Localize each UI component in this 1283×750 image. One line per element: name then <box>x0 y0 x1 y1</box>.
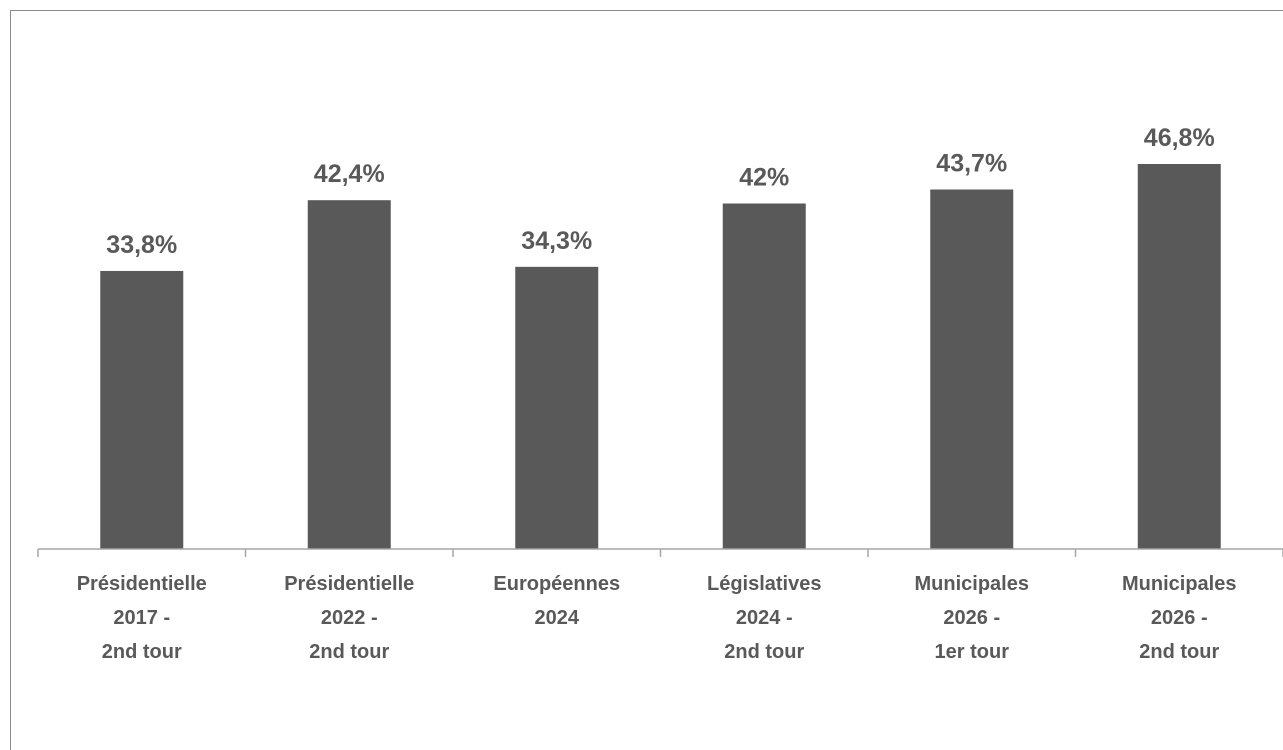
bar-value-label: 42,4% <box>314 160 385 188</box>
bar-value-label: 34,3% <box>521 227 592 255</box>
value-labels-layer: 33,8% 42,4% 34,3% 42% 43,7% 46,8% <box>106 124 1214 259</box>
category-label: Présidentielle 2022 -2nd tour <box>284 573 414 663</box>
category-label: Présidentielle 2017 -2nd tour <box>77 573 207 663</box>
x-axis-ticks <box>37 549 1283 557</box>
category-label: Législatives 2024 -2nd tour <box>707 573 822 663</box>
category-label: Municipales 2026 -1er tour <box>915 573 1029 663</box>
bar-chart: 33,8% 42,4% 34,3% 42% 43,7% 46,8% Présidentie… <box>37 124 1283 663</box>
category-label: Municipales 2026 -2nd tour <box>1122 573 1236 663</box>
bar-value-label: 43,7% <box>936 150 1007 178</box>
bars-layer <box>100 164 1221 549</box>
bar <box>722 203 806 549</box>
chart-frame <box>10 10 1283 750</box>
category-labels-layer: Présidentielle 2017 -2nd tour Présidentiel… <box>77 573 1237 663</box>
bar <box>307 200 391 549</box>
category-label: Européennes 2024 <box>493 573 620 629</box>
bar <box>930 189 1014 549</box>
bar-value-label: 42% <box>739 163 789 191</box>
bar-value-label: 33,8% <box>106 231 177 259</box>
bar-value-label: 46,8% <box>1144 124 1215 152</box>
bar <box>1137 164 1221 549</box>
bar <box>100 270 184 549</box>
bar <box>515 266 599 549</box>
